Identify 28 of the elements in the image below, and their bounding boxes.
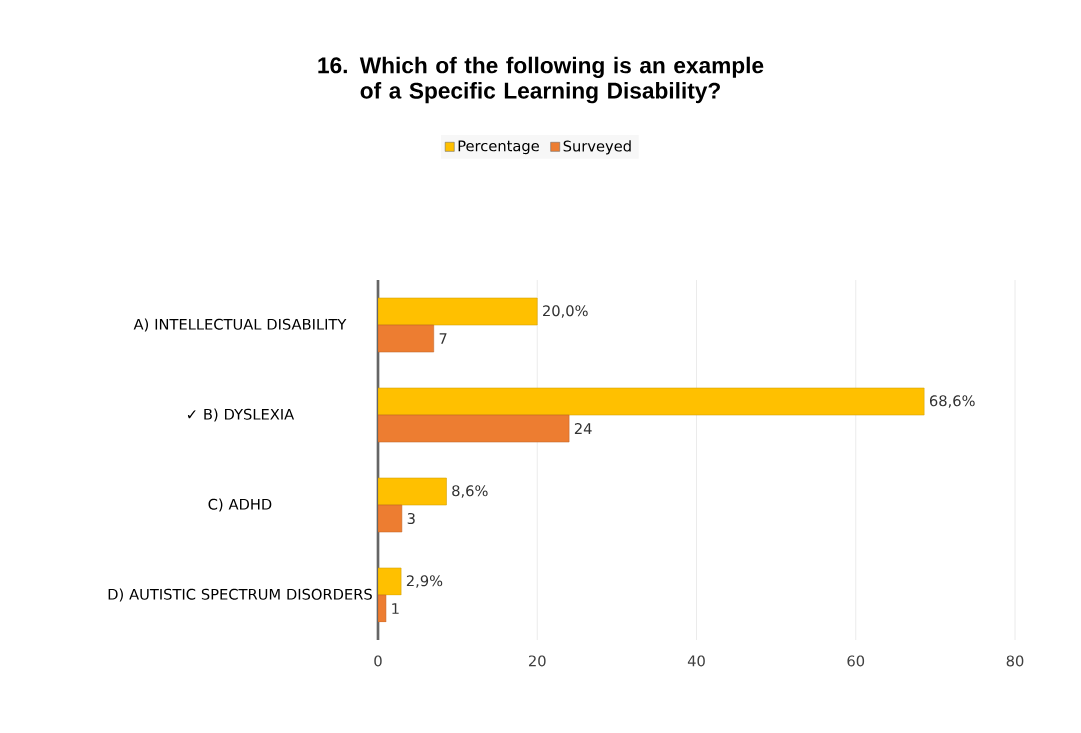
bar	[378, 414, 570, 443]
y-tick-label: ✓ B) DYSLEXIA	[187, 408, 295, 422]
legend-label: Percentage	[458, 140, 539, 155]
x-tick-label: 60	[847, 655, 865, 667]
data-label: 24	[574, 423, 592, 434]
data-label: 2,9%	[406, 575, 443, 588]
bar	[378, 477, 447, 506]
y-tick-label: D) AUTISTIC SPECTRUM DISORDERS	[108, 588, 372, 602]
data-label: 7	[439, 333, 447, 344]
x-tick-label: 80	[1006, 655, 1024, 667]
bar	[378, 324, 435, 353]
data-label: 68,6%	[929, 395, 975, 408]
bar	[378, 594, 387, 623]
bar	[378, 504, 403, 533]
bar	[378, 387, 925, 416]
data-label: 1	[392, 603, 399, 614]
data-label: 3	[407, 512, 415, 525]
x-tick-label: 20	[528, 655, 546, 667]
legend-label: Surveyed	[563, 140, 631, 155]
x-tick-label: 40	[687, 655, 705, 667]
data-label: 20,0%	[543, 305, 588, 318]
bar	[378, 567, 402, 596]
bar	[378, 297, 538, 326]
data-label: 8,6%	[452, 485, 488, 498]
chart-title: 16. Which of the following is an example of a Specific Learning Disability?	[318, 56, 764, 104]
y-tick-label: A) INTELLECTUAL DISABILITY	[133, 318, 347, 332]
x-tick-label: 0	[374, 655, 382, 667]
y-tick-label: C) ADHD	[208, 498, 272, 512]
